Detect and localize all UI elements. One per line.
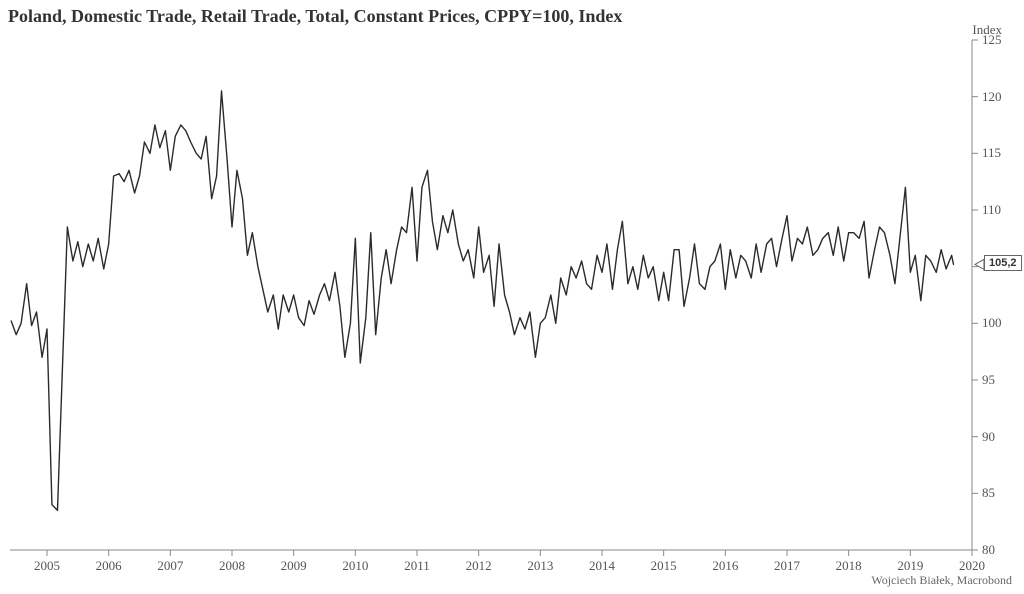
x-tick-label: 2019 (897, 558, 923, 574)
x-tick-label: 2020 (959, 558, 985, 574)
y-tick-label: 85 (982, 485, 995, 501)
x-tick-label: 2005 (34, 558, 60, 574)
x-tick-label: 2016 (712, 558, 738, 574)
x-tick-label: 2013 (527, 558, 553, 574)
y-tick-label: 80 (982, 542, 995, 558)
y-tick-label: 100 (982, 315, 1002, 331)
x-tick-label: 2008 (219, 558, 245, 574)
chart-credit: Wojciech Białek, Macrobond (871, 573, 1012, 588)
x-tick-label: 2015 (651, 558, 677, 574)
y-tick-label: 125 (982, 32, 1002, 48)
y-tick-label: 90 (982, 429, 995, 445)
series-line (11, 91, 953, 510)
x-tick-label: 2010 (342, 558, 368, 574)
x-tick-label: 2007 (157, 558, 183, 574)
y-tick-label: 110 (982, 202, 1001, 218)
y-tick-label: 120 (982, 89, 1002, 105)
x-tick-label: 2006 (96, 558, 122, 574)
x-tick-label: 2017 (774, 558, 800, 574)
x-tick-label: 2011 (404, 558, 430, 574)
y-tick-label: 115 (982, 145, 1001, 161)
x-tick-label: 2012 (466, 558, 492, 574)
chart-container: { "title": "Poland, Domestic Trade, Reta… (0, 0, 1024, 594)
x-tick-label: 2009 (281, 558, 307, 574)
x-tick-label: 2018 (836, 558, 862, 574)
y-tick-label: 95 (982, 372, 995, 388)
last-value-tag: 105,2 (984, 255, 1022, 271)
x-tick-label: 2014 (589, 558, 615, 574)
chart-svg (0, 0, 1024, 594)
